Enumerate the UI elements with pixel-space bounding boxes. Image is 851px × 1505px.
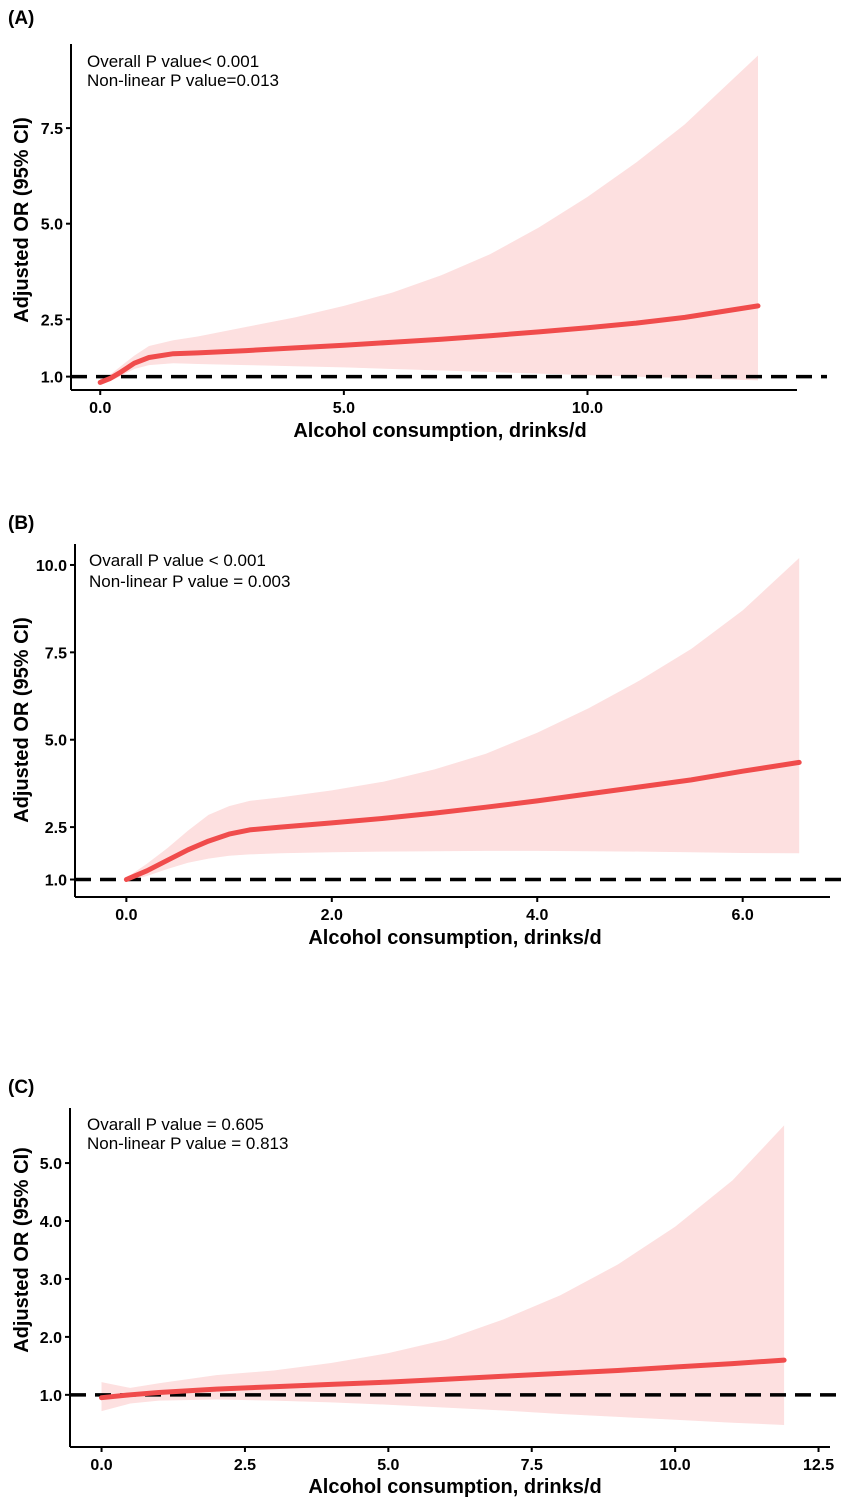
panel-label-b: (B) [8,513,34,534]
x-tick-label-c: 5.0 [377,1457,399,1474]
x-tick-label-b: 2.0 [321,907,343,924]
series-line-a-0 [97,303,761,385]
panel-b: (B) Adjusted OR (95% CI) Alcohol consump… [8,513,845,949]
y-tick-label-b: 10.0 [36,558,67,575]
annotation-nonlinear-p-b: Non-linear P value = 0.003 [89,572,290,591]
y-tick-label-a: 2.5 [41,312,63,329]
x-axis-title-a: Alcohol consumption, drinks/d [293,420,586,442]
x-tick-label-a: 5.0 [333,400,355,417]
x-tick-label-c: 12.5 [803,1457,834,1474]
x-tick-label-c: 7.5 [521,1457,543,1474]
plot-area-c: 1.0 2.0 3.0 4.0 5.0 0.0 2.5 5.0 7.5 10.0 12.5 [40,1108,845,1474]
y-tick-label-c: 4.0 [40,1214,62,1231]
annotation-nonlinear-p-a: Non-linear P value=0.013 [87,71,279,90]
y-tick-label-b: 1.0 [45,873,67,890]
series-line-b-0 [123,759,802,882]
panel-label-a: (A) [8,8,34,29]
y-tick-label-b: 7.5 [45,645,67,662]
x-tick-label-c: 10.0 [660,1457,691,1474]
x-tick-label-a: 10.0 [572,400,603,417]
y-tick-label-a: 7.5 [41,121,63,138]
y-axis-title-b: Adjusted OR (95% CI) [11,617,33,823]
x-axis-title-b: Alcohol consumption, drinks/d [308,927,601,949]
x-axis-title-c: Alcohol consumption, drinks/d [308,1476,601,1498]
y-axis-title-a: Adjusted OR (95% CI) [11,117,33,323]
y-tick-label-c: 3.0 [40,1272,62,1289]
x-tick-label-c: 0.0 [90,1457,112,1474]
plot-area-a: 1.0 2.5 5.0 7.5 0.0 5.0 10.0 [41,44,827,417]
panel-label-c: (C) [8,1077,34,1098]
annotation-nonlinear-p-c: Non-linear P value = 0.813 [87,1134,288,1153]
x-tick-label-c: 2.5 [234,1457,256,1474]
x-tick-label-b: 4.0 [526,907,548,924]
ci-band-a [100,55,758,385]
x-tick-label-b: 6.0 [732,907,754,924]
panel-c: (C) Adjusted OR (95% CI) Alcohol consump… [8,1077,845,1498]
annotation-overall-p-b: Ovarall P value < 0.001 [89,551,266,570]
ci-band-c [101,1125,785,1425]
y-tick-label-a: 1.0 [41,370,63,387]
annotation-overall-p-c: Ovarall P value = 0.605 [87,1115,264,1134]
plot-area-b: 1.0 2.5 5.0 7.5 10.0 0.0 2.0 4.0 6.0 [36,544,845,924]
y-tick-label-b: 5.0 [45,733,67,750]
y-tick-label-c: 5.0 [40,1156,62,1173]
annotation-overall-p-a: Overall P value< 0.001 [87,52,259,71]
x-tick-label-b: 0.0 [115,907,137,924]
series-line-c-0 [99,1357,787,1401]
panel-a: (A) Adjusted OR (95% CI) Alcohol consump… [8,8,827,442]
ci-band-b [126,558,800,882]
y-tick-label-b: 2.5 [45,820,67,837]
y-tick-label-a: 5.0 [41,217,63,234]
y-tick-label-c: 2.0 [40,1330,62,1347]
y-axis-title-c: Adjusted OR (95% CI) [11,1147,33,1353]
y-tick-label-c: 1.0 [40,1388,62,1405]
x-tick-label-a: 0.0 [89,400,111,417]
